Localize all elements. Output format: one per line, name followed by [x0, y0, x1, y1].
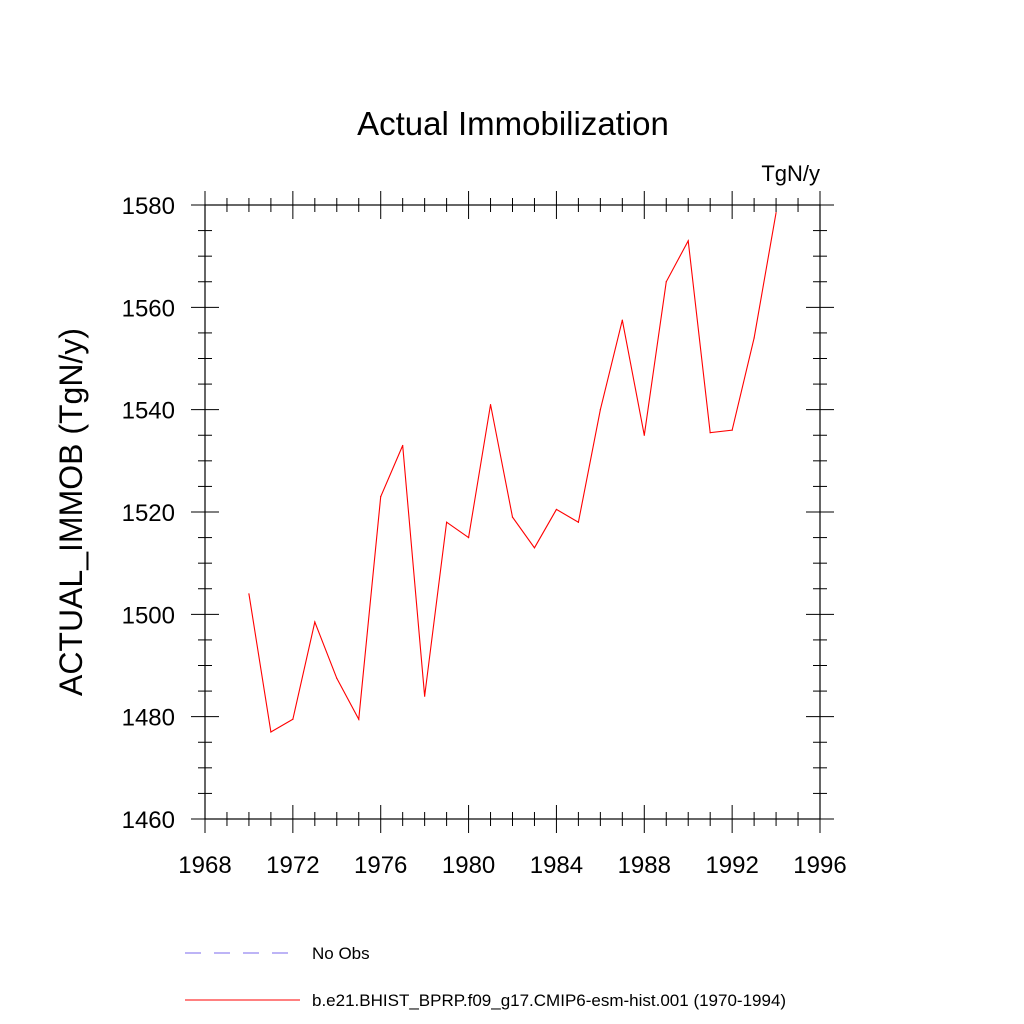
series-line	[248, 212, 777, 733]
y-tick-label: 1500	[122, 602, 175, 629]
x-ticks: 1968 1972 1976 1980 1984 1988 1992 1996	[178, 191, 847, 879]
data-point	[424, 695, 426, 697]
data-point	[446, 521, 448, 523]
data-point	[402, 444, 404, 447]
x-tick-label: 1972	[266, 852, 319, 879]
data-point	[687, 240, 689, 242]
units-label: TgN/y	[761, 161, 820, 186]
data-point	[555, 508, 558, 511]
data-point	[270, 731, 272, 733]
y-tick-label: 1560	[122, 295, 175, 322]
series-layer	[248, 212, 777, 733]
y-tick-label: 1520	[122, 500, 175, 527]
y-tick-label: 1480	[122, 705, 175, 732]
data-point	[336, 677, 338, 679]
data-point	[775, 212, 777, 214]
data-point	[709, 432, 711, 434]
data-point	[577, 521, 579, 523]
x-tick-label: 1996	[793, 852, 846, 879]
x-tick-label: 1976	[354, 852, 407, 879]
data-point	[533, 547, 536, 549]
plot-frame	[204, 204, 821, 820]
x-tick-label: 1992	[705, 852, 758, 879]
legend-label-model-run: b.e21.BHIST_BPRP.f09_g17.CMIP6-esm-hist.…	[312, 991, 786, 1010]
legend-label-no-obs: No Obs	[312, 944, 370, 963]
data-point	[292, 718, 294, 720]
y-tick-label: 1580	[122, 193, 175, 220]
y-tick-label: 1460	[122, 807, 175, 834]
chart-title: Actual Immobilization	[357, 105, 669, 142]
data-point	[621, 319, 623, 321]
data-point	[731, 429, 733, 431]
data-point	[467, 536, 470, 539]
legend: No Obs b.e21.BHIST_BPRP.f09_g17.CMIP6-es…	[185, 944, 786, 1010]
data-point	[314, 621, 316, 623]
data-point	[753, 337, 755, 339]
x-tick-label: 1988	[618, 852, 671, 879]
y-tick-label: 1540	[122, 398, 175, 425]
data-point	[643, 434, 645, 436]
x-tick-label: 1980	[442, 852, 495, 879]
data-point	[248, 593, 250, 595]
data-point	[665, 281, 667, 283]
x-tick-label: 1984	[530, 852, 583, 879]
data-point	[358, 718, 360, 720]
data-point	[380, 496, 382, 498]
x-tick-label: 1968	[178, 852, 231, 879]
y-ticks: 1460 1480 1500 1520 1540 1560 1580	[122, 193, 834, 834]
data-point	[489, 403, 492, 406]
y-axis-label: ACTUAL_IMMOB (TgN/y)	[53, 328, 89, 696]
data-point	[511, 516, 514, 518]
data-point	[599, 409, 601, 411]
